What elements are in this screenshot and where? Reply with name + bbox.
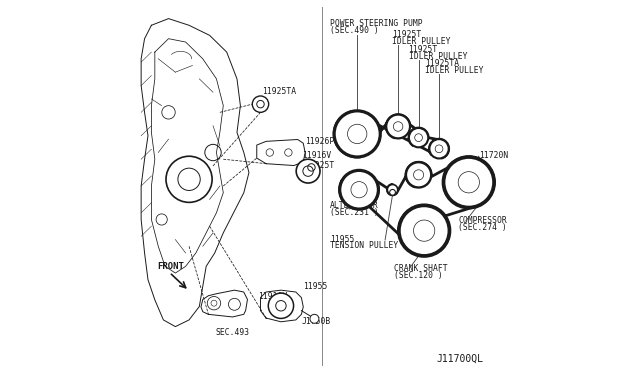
Circle shape [252,96,269,112]
Text: 11916V: 11916V [303,151,332,160]
Text: J11700QL: J11700QL [436,353,484,363]
Text: 11925T: 11925T [392,30,421,39]
Text: IDLER PULLEY: IDLER PULLEY [408,52,467,61]
Circle shape [268,293,294,318]
Text: J1750B: J1750B [301,317,331,326]
Circle shape [296,159,320,183]
Circle shape [386,115,410,138]
Text: ALTERNATOR: ALTERNATOR [330,201,379,210]
Text: 11925TA: 11925TA [425,59,459,68]
Text: 11916V: 11916V [259,292,287,301]
Circle shape [406,162,431,187]
Text: 11955: 11955 [330,235,355,244]
Circle shape [444,157,494,208]
Text: IDLER PULLEY: IDLER PULLEY [392,37,451,46]
Text: SEC.493: SEC.493 [215,328,249,337]
Text: FRONT: FRONT [157,262,184,270]
Circle shape [399,205,449,256]
Text: TENSION PULLEY: TENSION PULLEY [330,241,398,250]
Circle shape [409,128,428,147]
Text: 11925T: 11925T [408,45,438,54]
Circle shape [334,111,380,157]
Text: 11720N: 11720N [479,151,508,160]
Text: (SEC.274 ): (SEC.274 ) [458,223,507,232]
Circle shape [308,164,315,171]
Circle shape [310,314,319,323]
Circle shape [390,189,396,195]
Text: 11955: 11955 [303,282,328,291]
Circle shape [340,170,378,209]
Text: IDLER PULLEY: IDLER PULLEY [425,66,483,75]
Text: 11926P: 11926P [305,137,334,145]
Text: (SEC.231 ): (SEC.231 ) [330,208,379,217]
Text: COMPRESSOR: COMPRESSOR [458,216,507,225]
Text: 11925TA: 11925TA [262,87,296,96]
Circle shape [387,185,397,195]
Text: CRANK SHAFT: CRANK SHAFT [394,264,448,273]
Text: (SEC.120 ): (SEC.120 ) [394,270,443,279]
Text: POWER STEERING PUMP: POWER STEERING PUMP [330,19,422,28]
Text: 11925T: 11925T [305,161,334,170]
Text: (SEC.490 ): (SEC.490 ) [330,26,379,35]
Circle shape [429,139,449,158]
